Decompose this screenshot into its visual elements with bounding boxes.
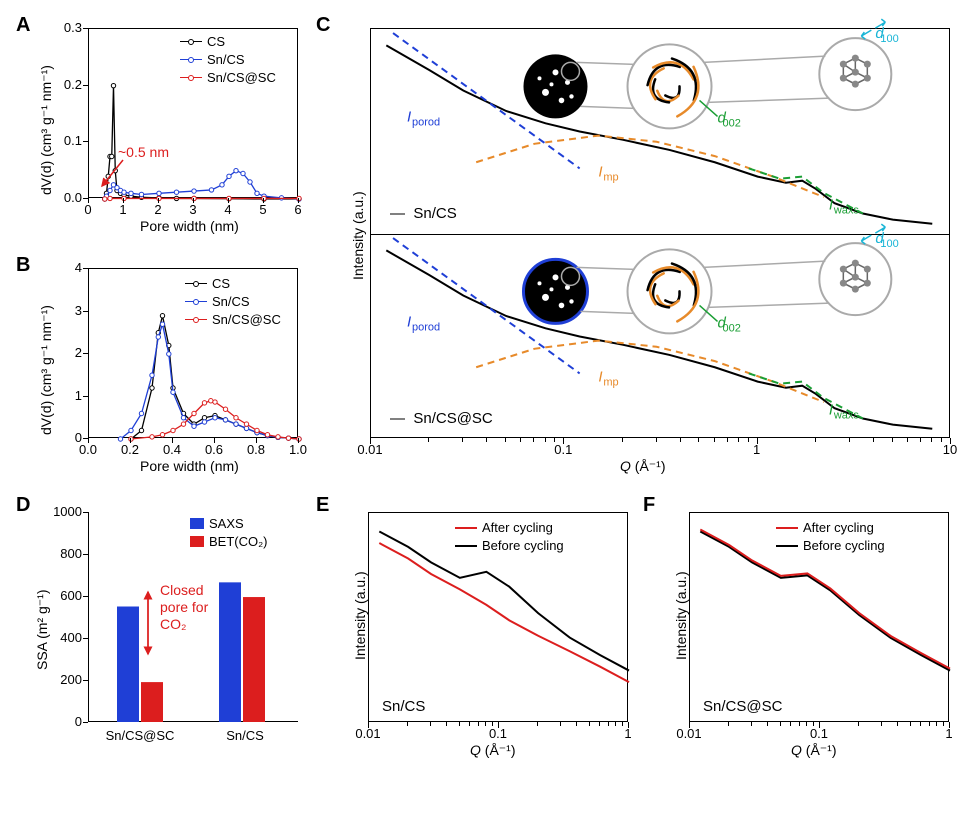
- panel-e-inset-label: Sn/CS: [382, 698, 425, 715]
- svg-text:002: 002: [723, 117, 741, 129]
- panel-c-ylabel: Intensity (a.u.): [350, 160, 366, 280]
- panel-e-legend-before: Before cycling: [455, 538, 564, 553]
- panel-b-ylabel: dV(d) (cm³ g⁻¹ nm⁻¹): [38, 265, 55, 435]
- panel-f-xlabel: Q (Å⁻¹): [791, 742, 837, 759]
- panel-c-series-bot: — Sn/CS@SC: [390, 410, 493, 427]
- legend-label: CS: [207, 34, 225, 49]
- svg-text:porod: porod: [412, 321, 440, 333]
- panel-c-series-top: — Sn/CS: [390, 205, 457, 222]
- svg-text:I: I: [598, 164, 602, 181]
- panel-a: A dV(d) (cm³ g⁻¹ nm⁻¹) Pore width (nm) 0…: [10, 10, 310, 250]
- panel-e-xlabel: Q (Å⁻¹): [470, 742, 516, 759]
- legend-label: CS: [212, 276, 230, 291]
- panel-f-inset-label: Sn/CS@SC: [703, 698, 782, 715]
- legend-label: Sn/CS: [212, 294, 250, 309]
- figure-grid: A dV(d) (cm³ g⁻¹ nm⁻¹) Pore width (nm) 0…: [10, 10, 965, 790]
- legend-label: After cycling: [803, 520, 874, 535]
- panel-a-legend-sncssc: Sn/CS@SC: [180, 70, 276, 85]
- panel-d-legend-bet: BET(CO₂): [190, 534, 268, 549]
- svg-text:porod: porod: [412, 116, 440, 128]
- svg-text:waxs: waxs: [833, 204, 860, 216]
- panel-d-annot: Closed pore for CO₂: [160, 582, 208, 632]
- panel-d-legend-saxs: SAXS: [190, 516, 244, 531]
- panel-d-xlabel-r: Sn/CS: [205, 728, 285, 743]
- panel-b-xlabel: Pore width (nm): [140, 458, 239, 474]
- panel-b-legend-cs: CS: [185, 276, 230, 291]
- panel-b-label: B: [16, 254, 30, 277]
- svg-text:I: I: [829, 196, 833, 213]
- panel-a-legend-cs: CS: [180, 34, 225, 49]
- panel-b-legend-sncssc: Sn/CS@SC: [185, 312, 281, 327]
- legend-label: Before cycling: [803, 538, 885, 553]
- panel-a-label: A: [16, 14, 30, 37]
- legend-label: After cycling: [482, 520, 553, 535]
- svg-text:I: I: [829, 401, 833, 418]
- panel-a-xlabel: Pore width (nm): [140, 218, 239, 234]
- panel-f-label: F: [643, 494, 655, 517]
- panel-d: D SSA (m² g⁻¹) 02004006008001000 Sn/CS@S…: [10, 490, 310, 790]
- panel-d-xlabel-l: Sn/CS@SC: [95, 728, 185, 743]
- svg-text:I: I: [407, 108, 411, 125]
- svg-text:100: 100: [880, 33, 898, 45]
- panel-c-chartbox: IporodImpIwaxsd002d100IporodImpIwaxsd002…: [370, 28, 950, 438]
- panel-e-legend-after: After cycling: [455, 520, 553, 535]
- panel-e-ylabel: Intensity (a.u.): [352, 540, 368, 660]
- panel-f-ylabel: Intensity (a.u.): [673, 540, 689, 660]
- panel-a-legend-sncs: Sn/CS: [180, 52, 245, 67]
- panel-a-arrow: [90, 150, 130, 198]
- panel-c-svg: IporodImpIwaxsd002d100IporodImpIwaxsd002…: [371, 29, 951, 439]
- panel-b: B dV(d) (cm³ g⁻¹ nm⁻¹) Pore width (nm) 0…: [10, 250, 310, 490]
- panel-d-label: D: [16, 494, 30, 517]
- panel-b-legend-sncs: Sn/CS: [185, 294, 250, 309]
- panel-d-arrow: [138, 586, 160, 664]
- svg-text:I: I: [407, 313, 411, 330]
- legend-label: BET(CO₂): [209, 534, 268, 549]
- panel-c: C IporodImpIwaxsd002d100IporodImpIwaxsd0…: [310, 10, 965, 490]
- panel-f: F Intensity (a.u.) Q (Å⁻¹) 0.010.11 Afte…: [637, 490, 965, 790]
- svg-text:mp: mp: [603, 172, 618, 184]
- legend-label: SAXS: [209, 516, 244, 531]
- svg-text:002: 002: [723, 322, 741, 334]
- legend-label: Sn/CS: [207, 52, 245, 67]
- legend-label: Sn/CS@SC: [212, 312, 281, 327]
- panel-a-ylabel: dV(d) (cm³ g⁻¹ nm⁻¹): [38, 25, 55, 195]
- panel-f-legend-after: After cycling: [776, 520, 874, 535]
- svg-text:100: 100: [880, 238, 898, 250]
- panel-e: E Intensity (a.u.) Q (Å⁻¹) 0.010.11 Afte…: [310, 490, 637, 790]
- legend-label: Sn/CS@SC: [207, 70, 276, 85]
- panel-f-legend-before: Before cycling: [776, 538, 885, 553]
- svg-text:mp: mp: [603, 377, 618, 389]
- svg-text:I: I: [598, 369, 602, 386]
- svg-text:waxs: waxs: [833, 409, 860, 421]
- panel-e-label: E: [316, 494, 329, 517]
- legend-label: Before cycling: [482, 538, 564, 553]
- panel-c-xlabel: Q (Å⁻¹): [620, 458, 666, 475]
- panel-c-label: C: [316, 14, 330, 37]
